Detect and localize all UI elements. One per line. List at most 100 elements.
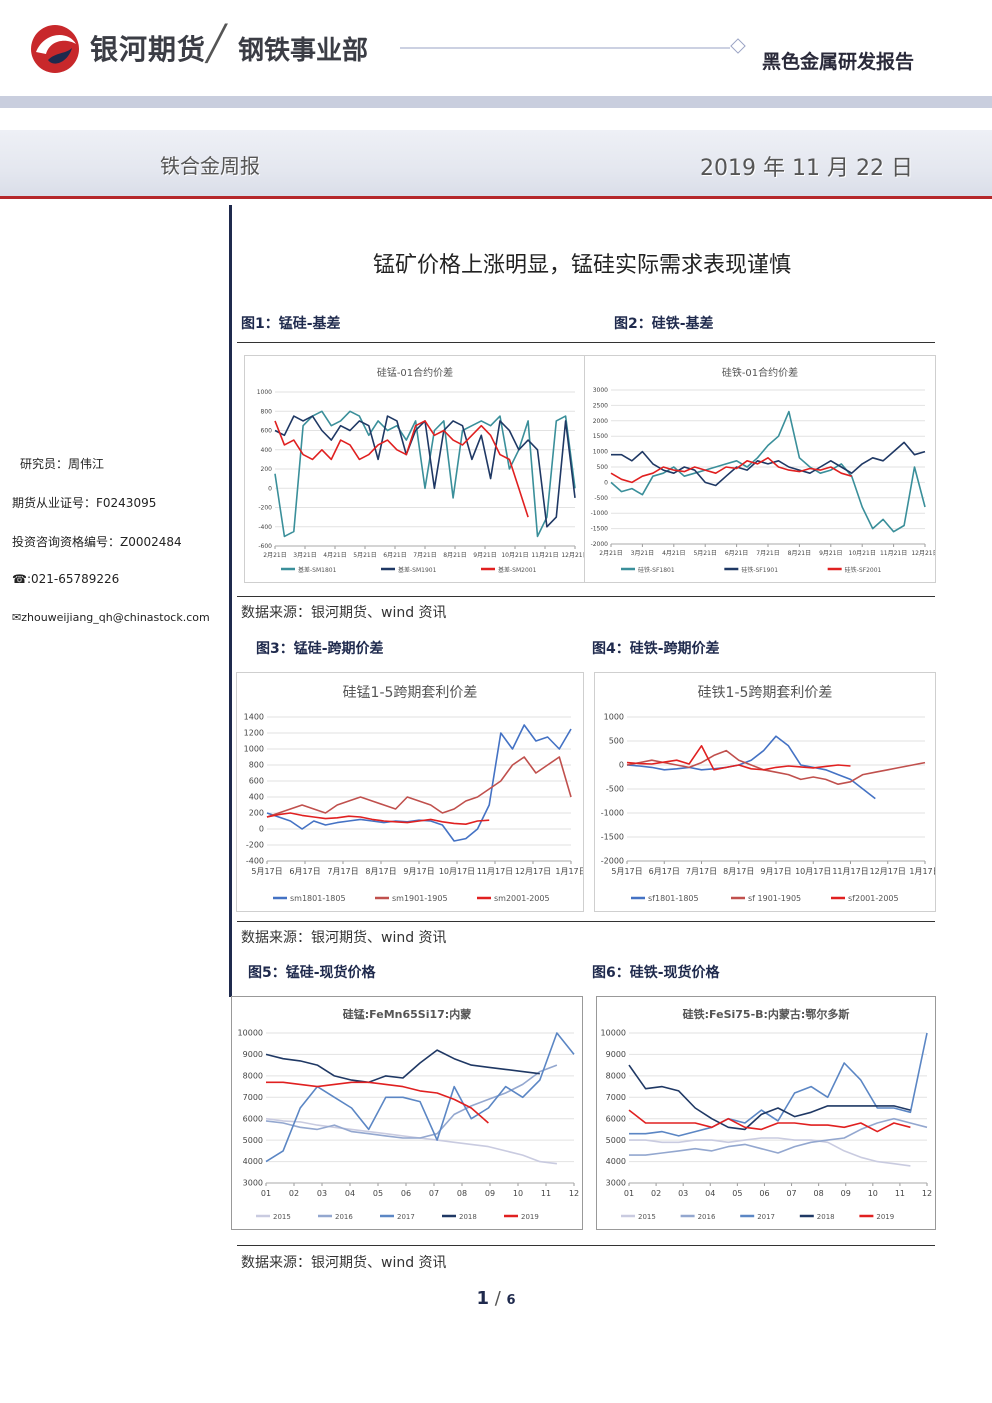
x-tick-label: 09 [841, 1189, 851, 1198]
section-rule [237, 921, 935, 922]
y-tick-label: 9000 [243, 1050, 263, 1059]
x-tick-label: 12月21日 [561, 552, 585, 559]
series-line [626, 735, 876, 800]
x-tick-label: 12 [569, 1189, 579, 1198]
y-tick-label: 0 [604, 479, 608, 486]
x-tick-label: 2月21日 [263, 552, 286, 559]
chart-manganese-basis: 硅锰-01合约价差 1000 800 600 400 200 0 -200 -400 -600 2月… [257, 366, 589, 574]
x-tick-label: 6月21日 [725, 550, 748, 557]
chart-ferrosilicon-basis: 硅铁-01合约价差 3000 2500 2000 1500 1000 500 0 -500 -10… [591, 366, 939, 574]
series-line [266, 756, 572, 818]
content-divider [229, 205, 232, 997]
y-tick-label: -500 [606, 785, 624, 794]
x-tick-label: 1月17日 [555, 867, 583, 876]
figure-4-title: 图4：硅铁-跨期价差 [592, 641, 720, 657]
chart-ferrosilicon-spot: 硅铁:FeSi75-B:内蒙古:鄂尔多斯 10000 9000 8000 7000 600… [601, 1007, 933, 1221]
y-tick-label: -2000 [601, 857, 624, 866]
x-tick-label: 6月17日 [289, 867, 320, 876]
y-tick-label: 200 [249, 809, 264, 818]
series-line [629, 1032, 928, 1137]
brand-name: 银河期货 [90, 33, 207, 66]
x-tick-label: 01 [261, 1189, 271, 1198]
email-address[interactable]: ✉zhouweijiang_qh@chinastock.com [12, 611, 210, 624]
x-tick-label: 09 [485, 1189, 495, 1198]
x-tick-label: 10月17日 [795, 867, 831, 876]
legend-label: 硅铁-SF1901 [741, 566, 778, 574]
brand-logo [28, 22, 82, 76]
y-tick-label: 10000 [601, 1029, 626, 1038]
y-tick-label: 3000 [606, 1179, 626, 1188]
x-tick-label: 04 [345, 1189, 355, 1198]
chart-panel-2: 硅铁-01合约价差 3000 2500 2000 1500 1000 500 0 -500 -10… [584, 355, 939, 583]
y-tick-label: -200 [258, 505, 272, 512]
x-tick-label: 8月17日 [723, 867, 754, 876]
y-tick-label: 2000 [593, 418, 608, 425]
consult-number: 投资咨询资格编号：Z0002484 [12, 535, 182, 549]
y-tick-label: 4000 [243, 1157, 263, 1166]
x-tick-label: 7月17日 [327, 867, 358, 876]
x-tick-label: 04 [705, 1189, 715, 1198]
x-tick-label: 10 [513, 1189, 523, 1198]
chart-panel-4: 硅铁1-5跨期套利价差 1000 500 0 -500 -1000 -1500 -2000 5月… [594, 672, 941, 912]
headline: 锰矿价格上涨明显，锰硅实际需求表现谨慎 [372, 253, 791, 278]
series-line [611, 441, 926, 487]
figure-6-title: 图6：硅铁-现货价格 [592, 965, 720, 981]
y-tick-label: 0 [259, 825, 264, 834]
galaxy-logo-icon [31, 25, 79, 73]
page-number: 1 / 6 [0, 1288, 992, 1309]
data-source: 数据来源：银河期货、wind 资讯 [241, 1255, 447, 1271]
x-tick-label: 06 [401, 1189, 411, 1198]
license-number: 期货从业证号：F0243095 [12, 496, 157, 510]
x-tick-label: 11月21日 [531, 552, 558, 559]
x-tick-label: 02 [651, 1189, 661, 1198]
x-tick-label: 08 [814, 1189, 824, 1198]
y-tick-label: 1000 [257, 389, 272, 396]
y-tick-label: 1400 [244, 713, 264, 722]
section-rule [237, 342, 935, 343]
y-tick-label: 800 [249, 761, 264, 770]
series-line [266, 812, 490, 825]
x-tick-label: 01 [624, 1189, 634, 1198]
y-tick-label: -1500 [601, 833, 624, 842]
x-tick-label: 07 [429, 1189, 439, 1198]
y-tick-label: 8000 [243, 1072, 263, 1081]
x-tick-label: 8月21日 [443, 552, 466, 559]
y-tick-label: 1000 [604, 713, 624, 722]
chart-title: 硅锰1-5跨期套利价差 [343, 685, 478, 701]
series-line [274, 415, 576, 528]
x-tick-label: 11 [541, 1189, 551, 1198]
x-tick-label: 08 [457, 1189, 467, 1198]
y-tick-label: 600 [249, 777, 264, 786]
x-tick-label: 7月21日 [756, 550, 779, 557]
legend-label: 硅铁-SF1801 [638, 566, 675, 574]
x-tick-label: 9月17日 [760, 867, 791, 876]
y-tick-label: -400 [258, 524, 272, 531]
chart-panel-1: 硅锰-01合约价差 1000 800 600 400 200 0 -200 -400 -600 2月… [244, 355, 589, 583]
division-name: 钢铁事业部 [238, 36, 369, 66]
series-line [265, 1117, 557, 1165]
x-tick-label: 9月21日 [819, 550, 842, 557]
chart-panel-5: 硅锰:FeMn65Si17:内蒙 10000 9000 8000 7000 6000 500… [231, 996, 583, 1230]
legend-label: 2018 [817, 1213, 835, 1221]
report-type: 黑色金属研发报告 [762, 51, 915, 73]
chart-title: 硅铁1-5跨期套利价差 [698, 685, 833, 701]
data-source: 数据来源：银河期货、wind 资讯 [241, 605, 447, 621]
y-tick-label: 5000 [606, 1136, 626, 1145]
chart-title: 硅锰-01合约价差 [377, 366, 453, 379]
y-tick-label: 500 [597, 464, 609, 471]
x-tick-label: 11 [895, 1189, 905, 1198]
x-tick-label: 02 [289, 1189, 299, 1198]
series-line [629, 1137, 911, 1167]
y-tick-label: 6000 [606, 1114, 626, 1123]
data-source: 数据来源：银河期货、wind 资讯 [241, 930, 447, 946]
series-line [266, 724, 572, 842]
y-tick-label: 5000 [243, 1136, 263, 1145]
x-tick-label: 11月17日 [832, 867, 868, 876]
y-tick-label: 200 [261, 466, 273, 473]
y-tick-label: -400 [246, 857, 264, 866]
figure-1-title: 图1：锰硅-基差 [241, 316, 341, 332]
legend-label: 2016 [335, 1213, 353, 1221]
section-rule [237, 596, 935, 597]
x-tick-label: 12月17日 [870, 867, 906, 876]
phone-number: ☎:021-65789226 [12, 572, 120, 586]
